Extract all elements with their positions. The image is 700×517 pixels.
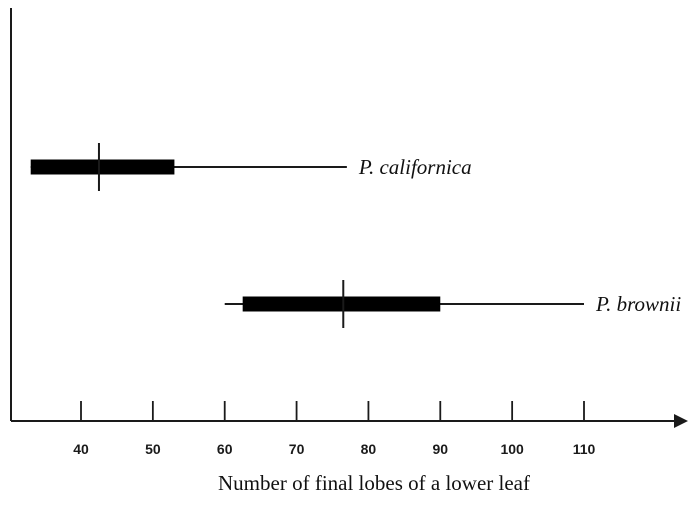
x-tick-label-70: 70 xyxy=(289,441,305,457)
series-group: P. californica P. brownii xyxy=(30,143,681,328)
x-axis-arrowhead xyxy=(674,414,688,428)
x-tick-label-50: 50 xyxy=(145,441,161,457)
box-californica xyxy=(30,159,175,175)
x-tick-label-110: 110 xyxy=(573,441,596,457)
series-californica: P. californica xyxy=(30,143,472,191)
series-label-californica: P. californica xyxy=(358,155,472,179)
series-brownii: P. brownii xyxy=(224,280,681,328)
x-axis-title: Number of final lobes of a lower leaf xyxy=(218,471,530,495)
x-tick-label-60: 60 xyxy=(217,441,233,457)
x-tick-label-40: 40 xyxy=(73,441,89,457)
series-label-brownii: P. brownii xyxy=(595,292,681,316)
box-brownii xyxy=(242,296,441,312)
x-tick-label-80: 80 xyxy=(361,441,377,457)
x-axis-ticks: 40 50 60 70 80 90 100 110 xyxy=(73,401,596,457)
x-tick-label-90: 90 xyxy=(432,441,448,457)
x-tick-label-100: 100 xyxy=(500,441,524,457)
